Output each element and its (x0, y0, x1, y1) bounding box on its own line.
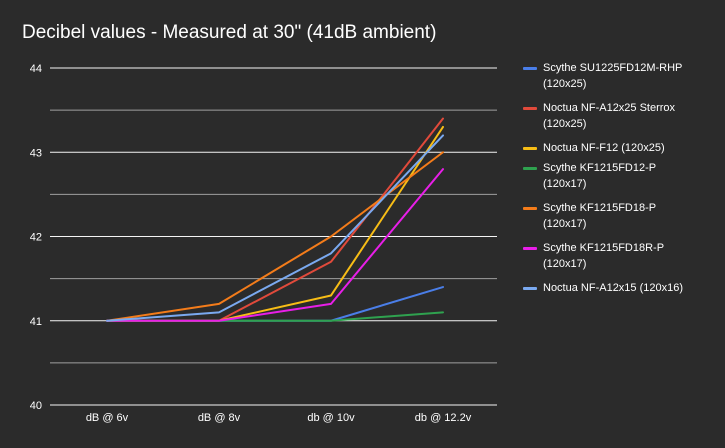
series-line (106, 117, 444, 322)
legend-item: Noctua NF-A12x15 (120x16) (523, 280, 723, 300)
legend-label: Scythe KF1215FD18-P (120x17) (543, 202, 657, 230)
legend-item: Scythe KF1215FD18-P (120x17) (523, 200, 723, 240)
x-tick-label: dB @ 6v (86, 412, 129, 424)
chart-legend: Scythe SU1225FD12M-RHP (120x25) Noctua NF-… (523, 60, 723, 300)
legend-item: Scythe KF1215FD12-P (120x17) (523, 160, 723, 200)
series-line (106, 134, 444, 322)
y-tick-label: 40 (30, 400, 42, 412)
chart-title: Decibel values - Measured at 30" (41dB a… (22, 22, 437, 43)
x-tick-label: db @ 12.2v (415, 412, 472, 424)
y-tick-label: 41 (30, 316, 42, 328)
legend-label: Noctua NF-A12x25 Sterrox (120x25) (543, 102, 676, 130)
legend-label: Scythe KF1215FD18R-P (120x17) (543, 242, 665, 270)
legend-swatch (523, 107, 537, 110)
legend-swatch (523, 247, 537, 250)
legend-item: Scythe SU1225FD12M-RHP (120x25) (523, 60, 723, 100)
legend-label: Noctua NF-A12x15 (120x16) (543, 282, 684, 294)
legend-label: Scythe KF1215FD12-P (120x17) (543, 162, 657, 190)
legend-swatch (523, 167, 537, 170)
legend-label: Scythe SU1225FD12M-RHP (120x25) (543, 62, 683, 90)
legend-swatch (523, 287, 537, 290)
series-line (106, 168, 444, 322)
legend-item: Noctua NF-F12 (120x25) (523, 140, 723, 160)
y-tick-label: 43 (30, 147, 42, 159)
legend-swatch (523, 67, 537, 70)
legend-swatch (523, 207, 537, 210)
x-tick-label: db @ 10v (307, 412, 355, 424)
legend-label: Noctua NF-F12 (120x25) (543, 142, 665, 154)
legend-swatch (523, 147, 537, 150)
x-tick-label: dB @ 8v (198, 412, 241, 424)
legend-item: Scythe KF1215FD18R-P (120x17) (523, 240, 723, 280)
y-tick-label: 42 (30, 232, 42, 244)
legend-item: Noctua NF-A12x25 Sterrox (120x25) (523, 100, 723, 140)
y-tick-label: 44 (30, 63, 42, 75)
